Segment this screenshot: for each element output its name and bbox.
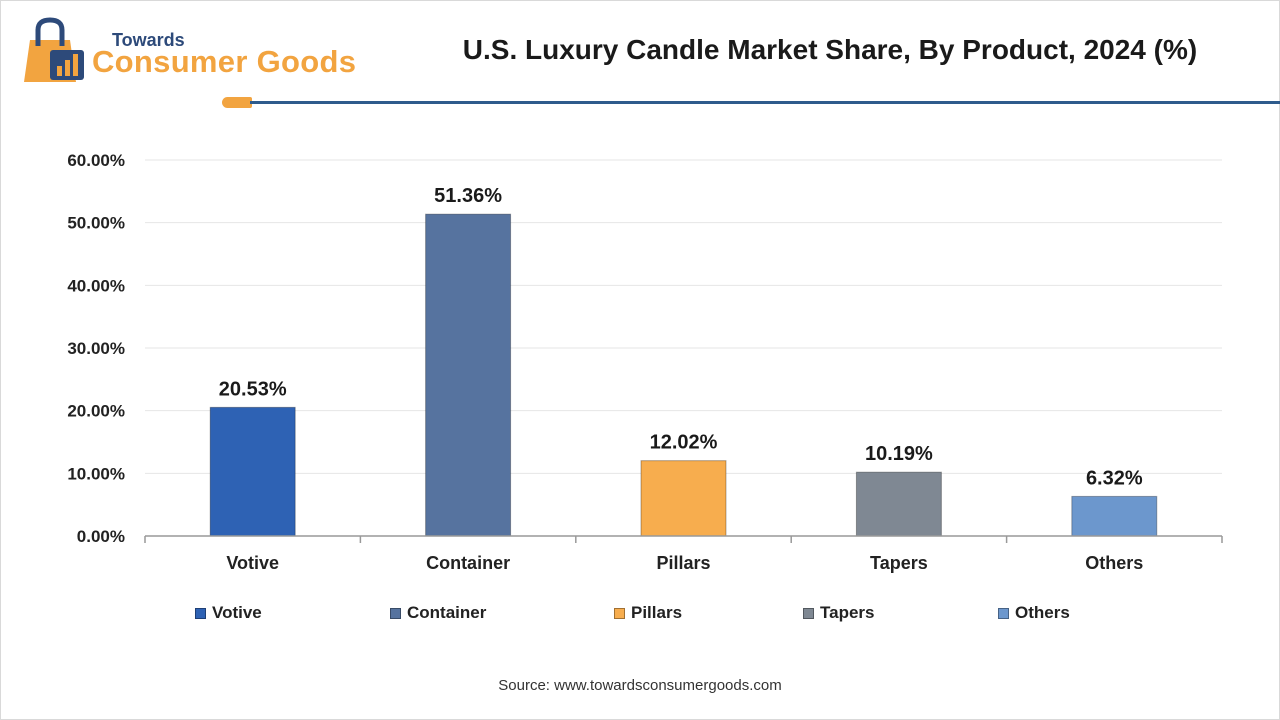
y-tick-label: 40.00%	[67, 276, 125, 295]
shopping-bag-icon	[24, 17, 84, 82]
data-label: 10.19%	[865, 443, 933, 465]
y-tick-label: 10.00%	[67, 464, 125, 483]
y-tick-label: 0.00%	[77, 527, 125, 546]
data-label: 12.02%	[650, 432, 718, 454]
legend-label: Container	[407, 603, 487, 622]
chart-legend: Votive Container Pillars Tapers Others	[0, 603, 1280, 627]
legend-swatch	[803, 607, 814, 619]
legend-swatch	[614, 607, 625, 619]
legend-swatch	[998, 607, 1009, 619]
x-tick-label: Votive	[226, 553, 279, 573]
data-label: 20.53%	[219, 378, 287, 400]
legend-swatch	[390, 607, 401, 619]
x-tick-label: Tapers	[870, 553, 928, 573]
bar-votive	[209, 406, 296, 537]
legend-item-pillars: Pillars	[614, 603, 682, 623]
bar-tapers	[855, 471, 942, 537]
legend-item-tapers: Tapers	[803, 603, 875, 623]
source-note: Source: www.towardsconsumergoods.com	[498, 677, 782, 694]
legend-label: Others	[1015, 603, 1070, 622]
title-divider	[250, 101, 1280, 104]
chart-title: U.S. Luxury Candle Market Share, By Prod…	[462, 34, 1198, 65]
legend-label: Votive	[212, 603, 262, 622]
legend-item-container: Container	[390, 603, 486, 623]
brand-line2: Consumer Goods	[92, 44, 357, 79]
legend-swatch	[195, 607, 206, 619]
brand-line1: Towards	[112, 30, 185, 50]
bar-others	[1071, 495, 1158, 537]
title-accent-tab	[222, 97, 252, 108]
legend-item-votive: Votive	[195, 603, 262, 623]
bar-container	[425, 213, 512, 537]
bar-pillars	[640, 460, 727, 537]
brand-logo: Towards Consumer Goods	[20, 16, 370, 88]
data-label: 6.32%	[1086, 467, 1143, 489]
data-label: 51.36%	[434, 185, 502, 207]
y-tick-label: 50.00%	[67, 214, 125, 233]
x-tick-label: Others	[1085, 553, 1143, 573]
legend-item-others: Others	[998, 603, 1070, 623]
y-tick-label: 20.00%	[67, 402, 125, 421]
legend-label: Pillars	[631, 603, 683, 622]
y-tick-label: 30.00%	[67, 339, 125, 358]
x-tick-label: Pillars	[656, 553, 710, 573]
y-tick-label: 60.00%	[67, 151, 125, 170]
legend-label: Tapers	[820, 603, 875, 622]
x-tick-label: Container	[426, 553, 510, 573]
